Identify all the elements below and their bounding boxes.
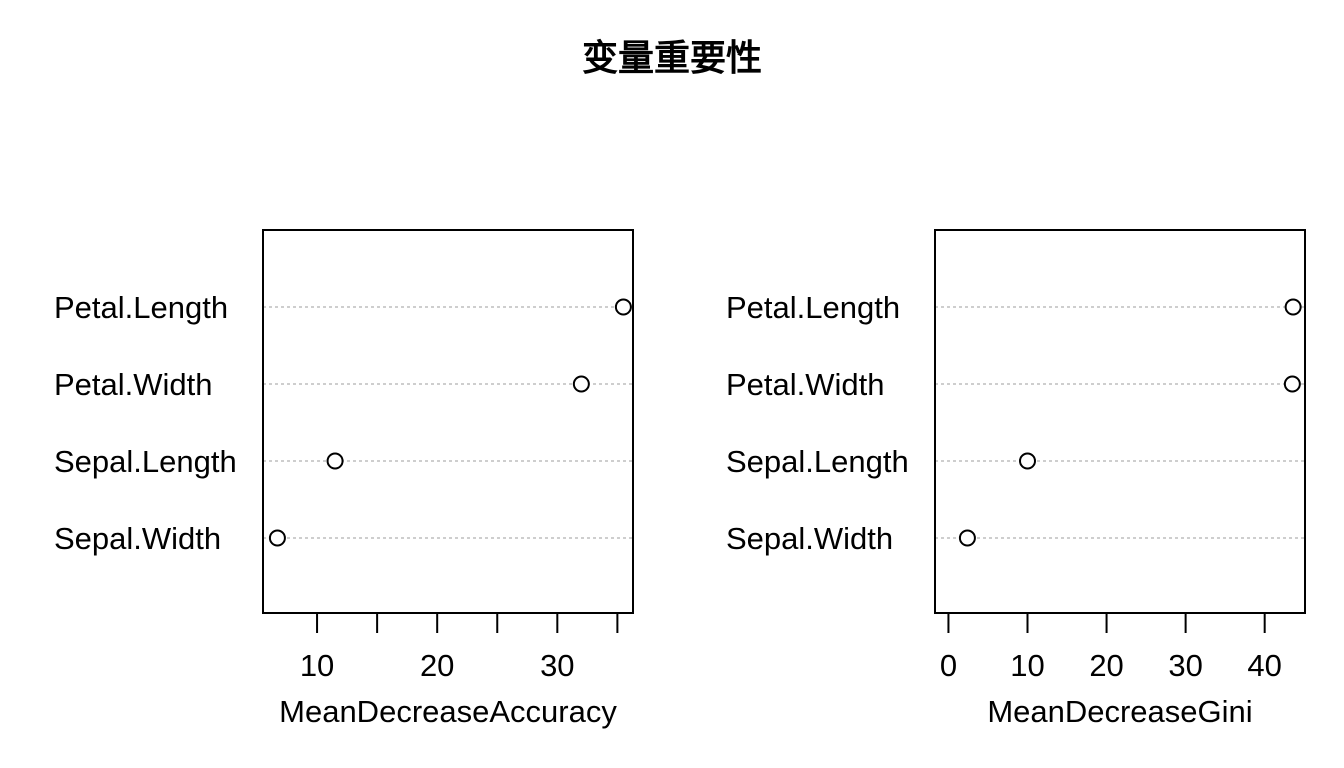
- gini-plot-frame: [934, 229, 1306, 614]
- gini-tick-label-20: 20: [1089, 648, 1123, 683]
- gini-label-petal-length: Petal.Length: [726, 290, 900, 325]
- accuracy-point-petal-length: [614, 298, 632, 316]
- gini-x-axis-label: MeanDecreaseGini: [987, 694, 1252, 729]
- accuracy-label-petal-width: Petal.Width: [54, 367, 213, 402]
- gini-panel: Petal.Length Petal.Width Sepal.Length Sepal…: [726, 229, 1306, 729]
- accuracy-label-sepal-length: Sepal.Length: [54, 444, 237, 479]
- accuracy-point-petal-width: [572, 375, 590, 393]
- accuracy-label-petal-length: Petal.Length: [54, 290, 228, 325]
- figure-title: 变量重要性: [582, 37, 762, 78]
- accuracy-point-sepal-length: [326, 452, 344, 470]
- accuracy-label-sepal-width: Sepal.Width: [54, 521, 221, 556]
- gini-point-petal-width: [1283, 375, 1301, 393]
- accuracy-plot-frame: [262, 229, 634, 614]
- accuracy-tick-label-20: 20: [420, 648, 454, 683]
- gini-tick-label-10: 10: [1010, 648, 1044, 683]
- gini-point-petal-length: [1284, 298, 1302, 316]
- gini-tick-label-0: 0: [940, 648, 957, 683]
- gini-point-sepal-width: [958, 529, 976, 547]
- gini-label-petal-width: Petal.Width: [726, 367, 885, 402]
- gini-tick-label-40: 40: [1247, 648, 1281, 683]
- accuracy-x-axis-label: MeanDecreaseAccuracy: [279, 694, 617, 729]
- accuracy-panel: Petal.Length Petal.Width Sepal.Length Sepal…: [54, 229, 634, 729]
- accuracy-tick-label-10: 10: [300, 648, 334, 683]
- accuracy-tick-label-30: 30: [540, 648, 574, 683]
- accuracy-point-sepal-width: [268, 529, 286, 547]
- gini-label-sepal-length: Sepal.Length: [726, 444, 909, 479]
- gini-tick-label-30: 30: [1168, 648, 1202, 683]
- gini-label-sepal-width: Sepal.Width: [726, 521, 893, 556]
- gini-point-sepal-length: [1019, 452, 1036, 470]
